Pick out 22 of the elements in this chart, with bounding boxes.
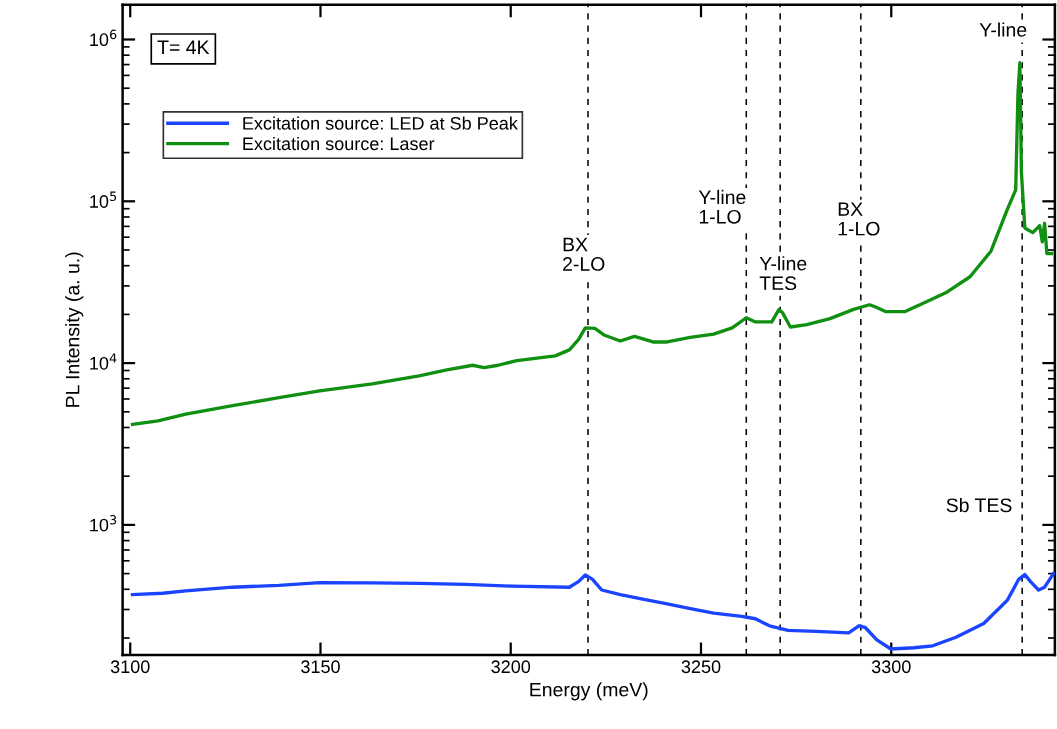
legend-label: Excitation source: LED at Sb Peak	[243, 116, 518, 130]
x-tick-label: 3250	[681, 660, 721, 674]
ref-line-label: BX 2-LO	[563, 237, 605, 271]
line-series	[130, 571, 1055, 651]
ref-line-label: Y-line 1-LO	[698, 189, 746, 224]
annotation: Sb TES	[946, 497, 1012, 513]
x-tick-label: 3200	[491, 660, 531, 674]
x-axis-title: Energy (meV)	[530, 682, 648, 701]
ref-line-label: Y-line TES	[759, 256, 807, 291]
y-tick-label: 10$^{4}$	[90, 353, 117, 370]
y-tick-label: 10$^{3}$	[90, 515, 117, 532]
ref-line-label: BX 1-LO	[838, 202, 880, 236]
legend-label: Excitation source: Laser	[243, 136, 435, 151]
x-tick-label: 3100	[110, 660, 150, 674]
annotation: T= 4K	[157, 40, 210, 54]
y-tick-label: 10$^{5}$	[90, 191, 117, 208]
x-tick-label: 3150	[301, 660, 340, 674]
ref-line-label: Y-line	[979, 22, 1027, 37]
line-series	[130, 61, 1054, 427]
y-tick-label: 10$^{6}$	[90, 29, 117, 47]
y-axis-title: PL Intensity (a. u.)	[65, 252, 84, 407]
x-tick-label: 3300	[871, 660, 911, 674]
